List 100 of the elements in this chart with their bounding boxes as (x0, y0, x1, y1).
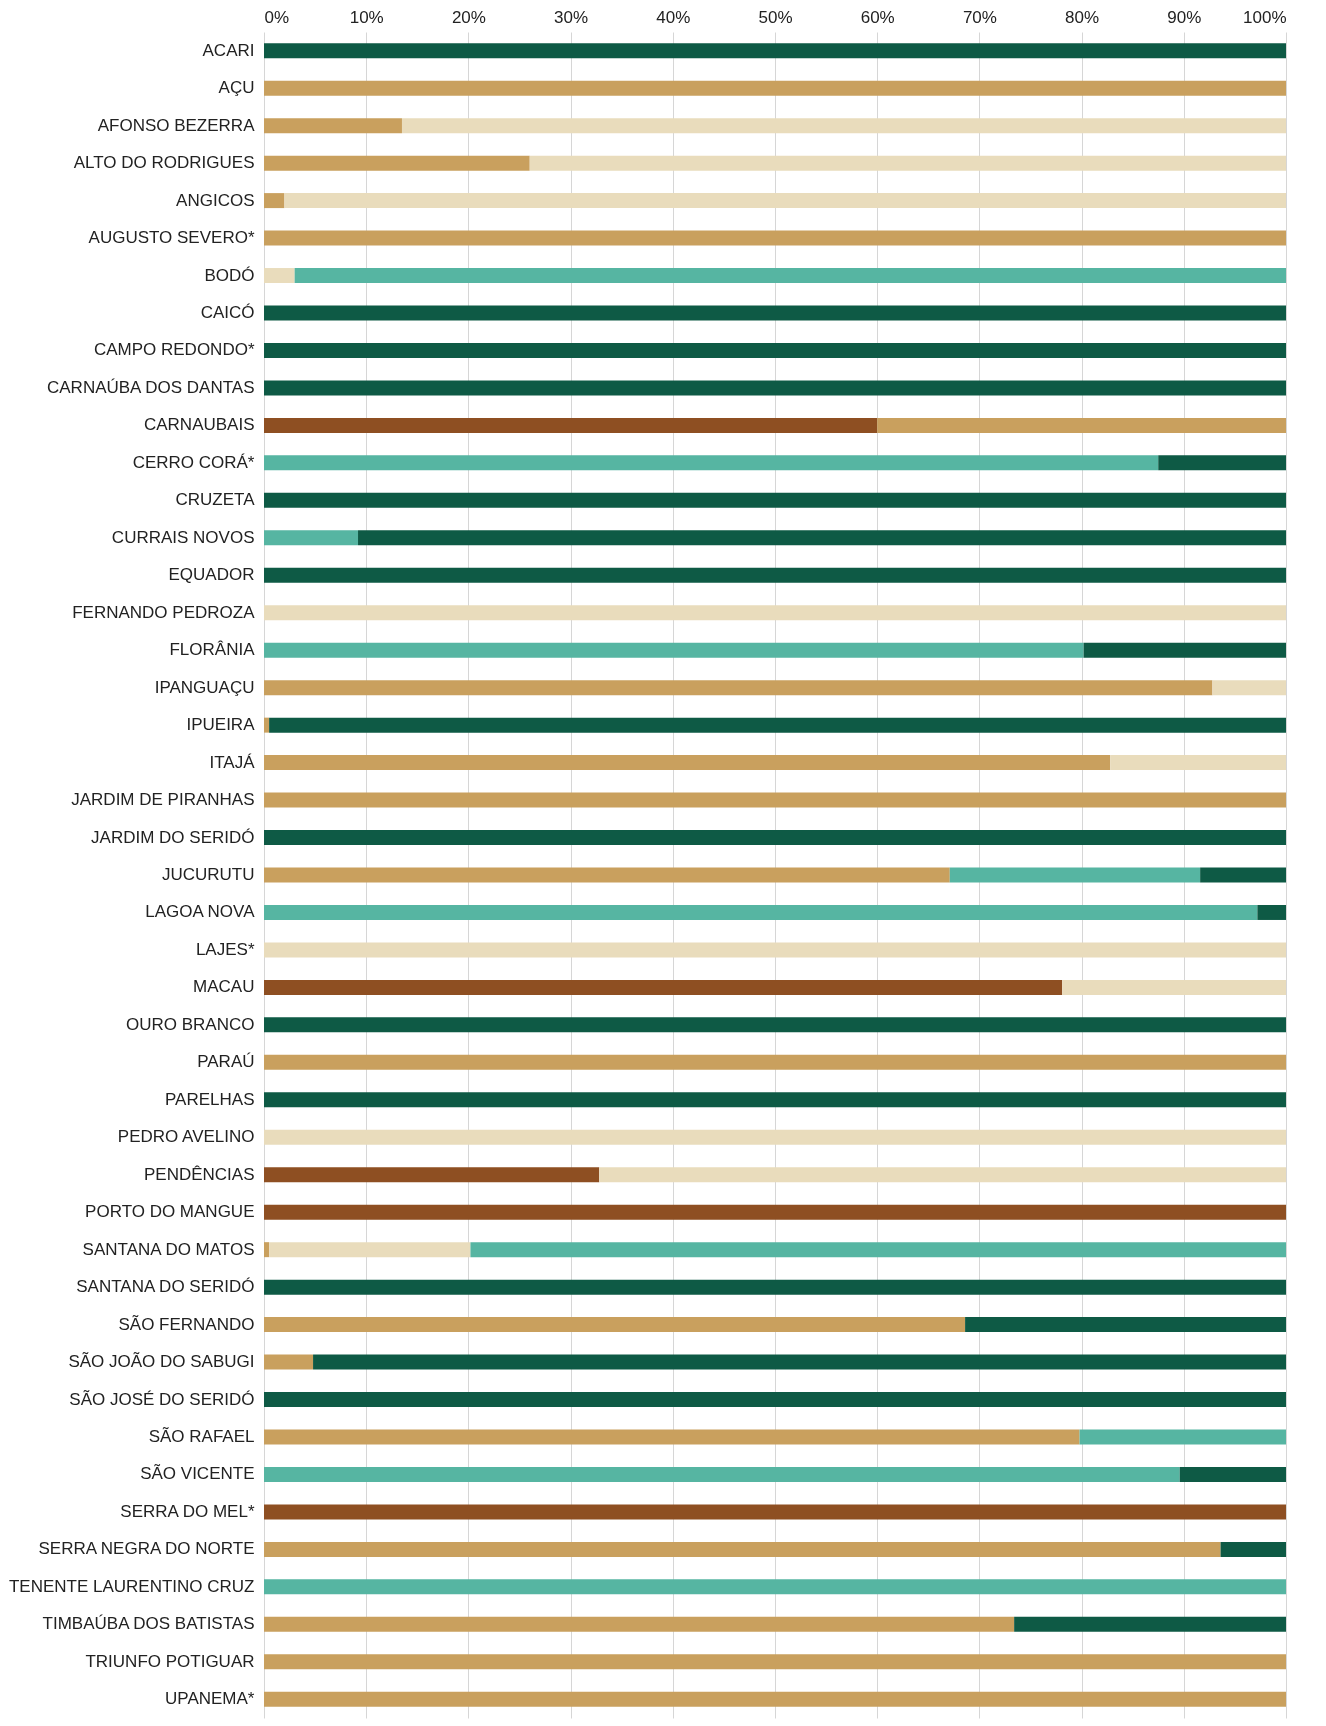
bar (965, 1317, 1286, 1333)
bar (1220, 1541, 1286, 1557)
bar (529, 155, 1286, 171)
bar (264, 792, 1286, 808)
bar (1158, 455, 1286, 471)
x-tick-label: 40% (656, 7, 691, 27)
bar (264, 1354, 314, 1370)
y-tick-label: CARNAÚBA DOS DANTAS (46, 377, 255, 397)
bar (264, 904, 1258, 920)
bar (313, 1354, 1286, 1370)
bar (949, 867, 1201, 883)
bar (264, 268, 295, 284)
bar (264, 118, 402, 134)
bar (264, 605, 1286, 621)
y-tick-label: SANTANA DO MATOS (82, 1239, 255, 1259)
x-tick-label: 90% (1167, 7, 1202, 27)
bar (264, 1541, 1221, 1557)
bar (264, 1317, 966, 1333)
y-tick-label: TIMBAÚBA DOS BATISTAS (42, 1614, 255, 1634)
bar (264, 1579, 1286, 1595)
bar (264, 1504, 1286, 1520)
bar (264, 1654, 1286, 1670)
x-tick-label: 0% (264, 7, 290, 27)
y-tick-label: LAJES* (195, 939, 255, 959)
bar (264, 867, 950, 883)
bar (284, 193, 1286, 209)
y-tick-label: AUGUSTO SEVERO* (88, 228, 255, 248)
y-tick-label: ITAJÁ (209, 752, 256, 772)
bar (264, 642, 1084, 658)
bar (264, 492, 1286, 508)
y-tick-label: AFONSO BEZERRA (97, 115, 256, 135)
bar (264, 305, 1286, 321)
y-tick-label: PENDÊNCIAS (143, 1164, 255, 1184)
y-tick-label: ACARI (202, 40, 255, 60)
bar (264, 830, 1286, 846)
y-tick-label: JARDIM DO SERIDÓ (91, 827, 255, 847)
bar (264, 1242, 270, 1258)
y-tick-label: BODÓ (204, 265, 255, 285)
y-tick-label: CARNAUBAIS (143, 415, 255, 435)
bar (264, 1167, 600, 1183)
y-tick-label: SÃO FERNANDO (118, 1314, 255, 1334)
bar (264, 979, 1063, 995)
y-tick-label: UPANEMA* (165, 1689, 255, 1709)
x-tick-label: 70% (962, 7, 997, 27)
bar (264, 417, 878, 433)
bar (269, 1242, 471, 1258)
y-tick-label: PEDRO AVELINO (117, 1127, 255, 1147)
bar (470, 1242, 1286, 1258)
y-tick-label: SÃO JOÃO DO SABUGI (68, 1352, 255, 1372)
y-tick-label: SERRA NEGRA DO NORTE (38, 1539, 255, 1559)
y-tick-label: IPANGUAÇU (154, 677, 255, 697)
bar (264, 1204, 1286, 1220)
bar (401, 118, 1286, 134)
y-tick-label: PARELHAS (165, 1089, 255, 1109)
y-tick-label: SERRA DO MEL* (120, 1501, 255, 1521)
bar (269, 717, 1286, 733)
bar (1079, 1429, 1286, 1445)
bar (1179, 1466, 1286, 1482)
y-tick-label: AÇU (218, 78, 255, 98)
x-tick-label: 100% (1243, 7, 1287, 27)
bar (294, 268, 1286, 284)
y-tick-label: CRUZETA (175, 490, 256, 510)
bar (1257, 904, 1286, 920)
bar (264, 193, 285, 209)
bar (264, 155, 530, 171)
bar (358, 530, 1286, 546)
y-tick-label: FLORÂNIA (169, 640, 256, 660)
y-tick-label: SANTANA DO SERIDÓ (76, 1277, 255, 1297)
y-tick-label: EQUADOR (168, 565, 255, 585)
y-tick-label: PORTO DO MANGUE (85, 1202, 255, 1222)
y-tick-label: CAICÓ (200, 303, 255, 322)
bar (264, 942, 1286, 958)
y-tick-label: IPUEIRA (186, 715, 256, 735)
bar (1110, 755, 1286, 771)
y-tick-label: SÃO VICENTE (140, 1464, 255, 1484)
bar (264, 567, 1286, 583)
bar (599, 1167, 1286, 1183)
bar (264, 755, 1111, 771)
bar (264, 1616, 1015, 1632)
bar (264, 1429, 1080, 1445)
bar (264, 680, 1213, 696)
bar (264, 1279, 1286, 1295)
bar (1212, 680, 1286, 696)
bar (264, 1092, 1286, 1108)
bar (1062, 979, 1286, 995)
bar (264, 1129, 1286, 1145)
x-tick-label: 50% (758, 7, 793, 27)
y-tick-label: MACAU (193, 977, 255, 997)
bar (1200, 867, 1286, 883)
y-tick-label: CERRO CORÁ* (132, 452, 255, 472)
y-tick-label: SÃO JOSÉ DO SERIDÓ (69, 1389, 255, 1409)
x-tick-label: 80% (1065, 7, 1100, 27)
y-tick-label: LAGOA NOVA (145, 902, 256, 922)
y-tick-label: CURRAIS NOVOS (111, 527, 255, 547)
bar (877, 417, 1286, 433)
x-tick-label: 30% (554, 7, 589, 27)
bar (264, 1392, 1286, 1408)
bar (1014, 1616, 1286, 1632)
y-tick-label: JUCURUTU (161, 865, 255, 884)
bar (264, 380, 1286, 396)
